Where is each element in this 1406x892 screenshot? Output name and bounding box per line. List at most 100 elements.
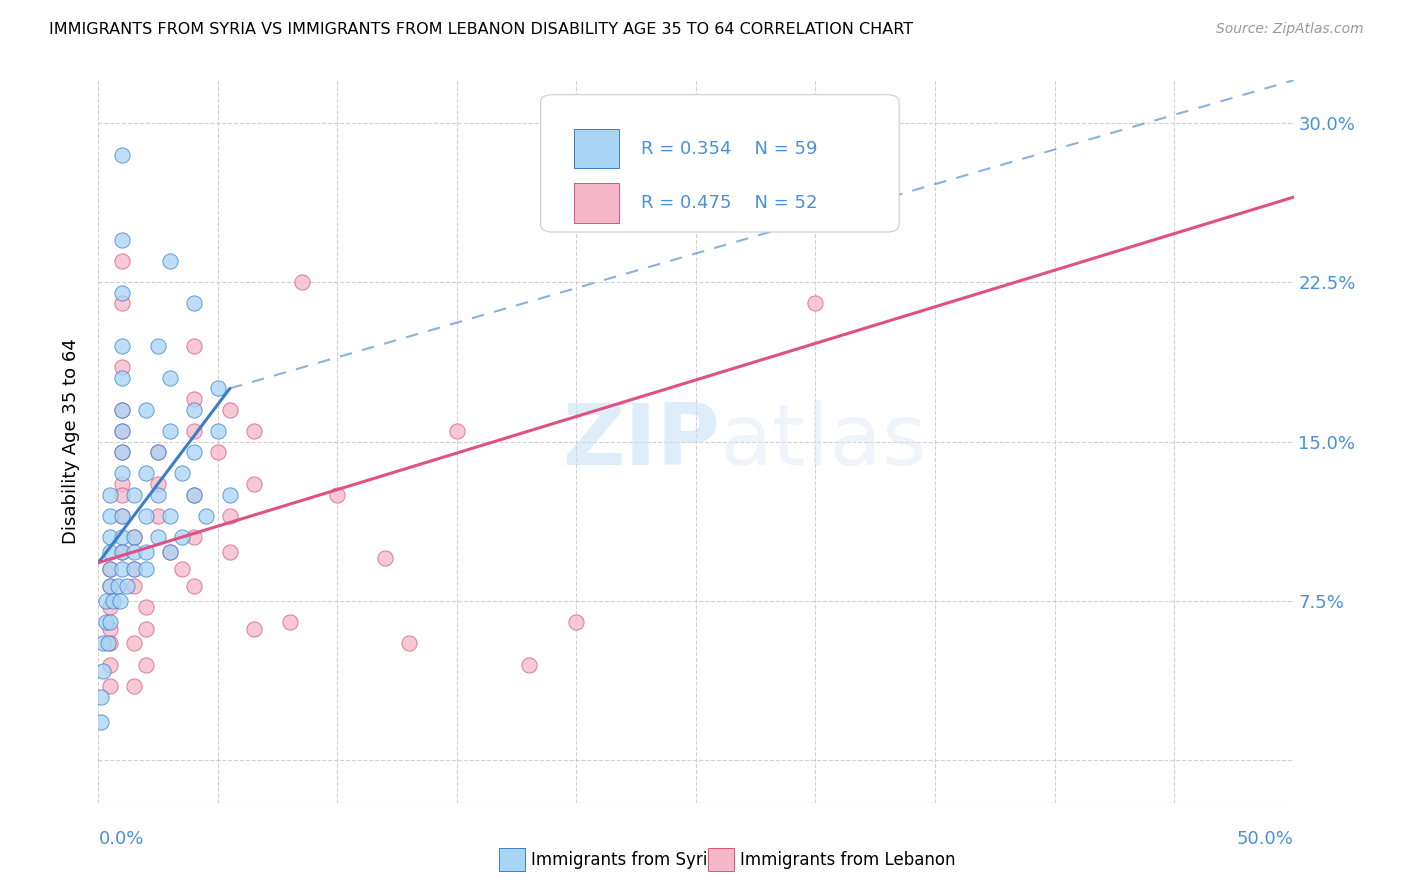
Point bbox=[243, 477, 266, 491]
Point bbox=[135, 622, 157, 636]
Point bbox=[111, 360, 134, 375]
Point bbox=[135, 600, 157, 615]
Point bbox=[207, 424, 229, 438]
Point bbox=[101, 594, 124, 608]
Point bbox=[565, 615, 588, 630]
Point bbox=[326, 488, 349, 502]
Point bbox=[219, 508, 242, 523]
Point bbox=[98, 615, 122, 630]
Point bbox=[98, 636, 122, 650]
Point bbox=[111, 545, 134, 559]
Point bbox=[183, 488, 205, 502]
Point bbox=[148, 339, 170, 353]
Point bbox=[148, 530, 170, 544]
Point bbox=[135, 508, 157, 523]
Point bbox=[98, 600, 122, 615]
Point bbox=[135, 562, 157, 576]
Point bbox=[219, 402, 242, 417]
Point bbox=[195, 508, 218, 523]
Point bbox=[183, 445, 205, 459]
Point bbox=[148, 508, 170, 523]
Point bbox=[446, 424, 468, 438]
Point bbox=[183, 296, 205, 310]
Point bbox=[207, 381, 229, 395]
Point bbox=[159, 254, 181, 268]
Text: atlas: atlas bbox=[720, 400, 928, 483]
Text: 50.0%: 50.0% bbox=[1237, 830, 1294, 848]
Point bbox=[172, 467, 194, 481]
Point bbox=[124, 562, 146, 576]
Point bbox=[124, 530, 146, 544]
FancyBboxPatch shape bbox=[709, 848, 734, 871]
Point bbox=[291, 275, 314, 289]
Point bbox=[219, 545, 242, 559]
Point bbox=[124, 545, 146, 559]
Point bbox=[135, 657, 157, 672]
Point bbox=[183, 402, 205, 417]
Point bbox=[183, 339, 205, 353]
Point bbox=[243, 424, 266, 438]
Point bbox=[97, 636, 120, 650]
Point bbox=[278, 615, 301, 630]
Point bbox=[111, 445, 134, 459]
Point bbox=[374, 551, 396, 566]
Point bbox=[183, 424, 205, 438]
Point bbox=[135, 402, 157, 417]
Point bbox=[159, 545, 181, 559]
Point bbox=[148, 445, 170, 459]
Point bbox=[90, 690, 112, 704]
Point bbox=[124, 679, 146, 693]
Point bbox=[148, 488, 170, 502]
Point bbox=[124, 562, 146, 576]
Point bbox=[111, 424, 134, 438]
FancyBboxPatch shape bbox=[574, 128, 620, 169]
Point bbox=[183, 579, 205, 593]
Point bbox=[111, 371, 134, 385]
Point bbox=[98, 622, 122, 636]
Point bbox=[159, 545, 181, 559]
Point bbox=[98, 562, 122, 576]
Point bbox=[398, 636, 420, 650]
Point bbox=[111, 477, 134, 491]
Point bbox=[159, 508, 181, 523]
Point bbox=[111, 445, 134, 459]
Text: Immigrants from Syria: Immigrants from Syria bbox=[531, 851, 717, 869]
Point bbox=[98, 679, 122, 693]
Point bbox=[98, 530, 122, 544]
Point bbox=[91, 664, 114, 678]
Point bbox=[111, 488, 134, 502]
Point bbox=[111, 508, 134, 523]
Point bbox=[90, 714, 112, 729]
Point bbox=[111, 402, 134, 417]
Point bbox=[124, 636, 146, 650]
Point bbox=[159, 371, 181, 385]
Point bbox=[111, 296, 134, 310]
Point bbox=[98, 488, 122, 502]
Text: 0.0%: 0.0% bbox=[98, 830, 143, 848]
FancyBboxPatch shape bbox=[499, 848, 524, 871]
Point bbox=[111, 467, 134, 481]
Point bbox=[98, 579, 122, 593]
Point bbox=[183, 530, 205, 544]
Point bbox=[111, 508, 134, 523]
Point bbox=[111, 285, 134, 300]
Point bbox=[108, 594, 131, 608]
Point bbox=[517, 657, 540, 672]
Point bbox=[135, 545, 157, 559]
Point bbox=[111, 424, 134, 438]
Text: R = 0.354    N = 59: R = 0.354 N = 59 bbox=[641, 140, 817, 158]
Point bbox=[94, 594, 117, 608]
Point bbox=[135, 467, 157, 481]
Point bbox=[207, 445, 229, 459]
Point bbox=[111, 339, 134, 353]
Point bbox=[98, 545, 122, 559]
Point bbox=[111, 233, 134, 247]
FancyBboxPatch shape bbox=[541, 95, 900, 232]
Point bbox=[243, 622, 266, 636]
Text: IMMIGRANTS FROM SYRIA VS IMMIGRANTS FROM LEBANON DISABILITY AGE 35 TO 64 CORRELA: IMMIGRANTS FROM SYRIA VS IMMIGRANTS FROM… bbox=[49, 22, 914, 37]
Text: ZIP: ZIP bbox=[562, 400, 720, 483]
Point bbox=[98, 562, 122, 576]
Text: R = 0.475    N = 52: R = 0.475 N = 52 bbox=[641, 194, 817, 211]
Point bbox=[124, 530, 146, 544]
Point bbox=[124, 488, 146, 502]
